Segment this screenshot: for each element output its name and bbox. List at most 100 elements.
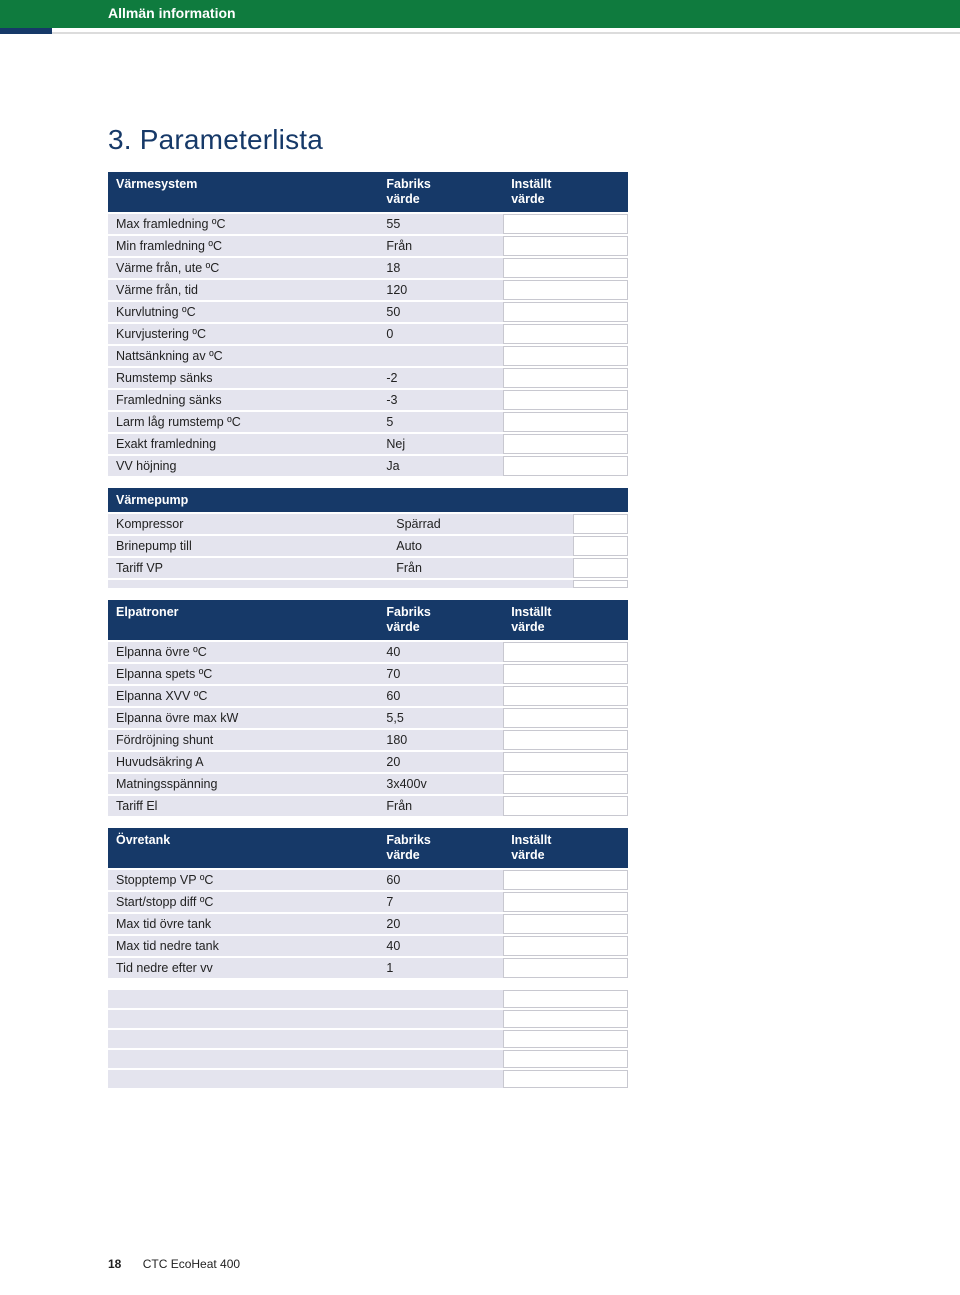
section-title: Värmesystem <box>108 172 378 212</box>
param-name: Värme från, tid <box>108 280 378 300</box>
param-name: Tariff El <box>108 796 378 816</box>
col-factory: Fabriksvärde <box>378 172 503 212</box>
factory-value: Ja <box>378 456 503 476</box>
parameter-tables: VärmesystemFabriksvärdeInställtvärdeMax … <box>108 170 700 980</box>
param-name: Start/stopp diff ºC <box>108 892 378 912</box>
set-value <box>503 774 628 794</box>
page-footer: 18 CTC EcoHeat 400 <box>108 1257 240 1271</box>
factory-value: 50 <box>378 302 503 322</box>
table-row: Matningsspänning3x400v <box>108 774 628 794</box>
set-value <box>503 752 628 772</box>
table-row: Nattsänkning av ºC <box>108 346 628 366</box>
page-heading: 3. Parameterlista <box>108 124 700 156</box>
param-name: Elpanna övre max kW <box>108 708 378 728</box>
param-name: Larm låg rumstemp ºC <box>108 412 378 432</box>
factory-value: 40 <box>378 642 503 662</box>
table-row: Elpanna övre ºC40 <box>108 642 628 662</box>
param-name: Tid nedre efter vv <box>108 958 378 978</box>
blank-table <box>108 988 628 1090</box>
set-value <box>573 558 628 578</box>
factory-value: Från <box>378 236 503 256</box>
param-name: Exakt framledning <box>108 434 378 454</box>
param-name: Min framledning ºC <box>108 236 378 256</box>
table-row: Stopptemp VP ºC60 <box>108 870 628 890</box>
factory-value: 40 <box>378 936 503 956</box>
banner-title: Allmän information <box>108 5 236 21</box>
set-value <box>503 686 628 706</box>
param-name: Max framledning ºC <box>108 214 378 234</box>
param-name: Fördröjning shunt <box>108 730 378 750</box>
factory-value: 120 <box>378 280 503 300</box>
factory-value: 20 <box>378 914 503 934</box>
section-title: Värmepump <box>108 488 388 512</box>
param-name: Max tid övre tank <box>108 914 378 934</box>
param-table: VärmesystemFabriksvärdeInställtvärdeMax … <box>108 170 628 478</box>
factory-value: -3 <box>378 390 503 410</box>
set-value <box>503 708 628 728</box>
table-row: Max tid övre tank20 <box>108 914 628 934</box>
param-name: VV höjning <box>108 456 378 476</box>
set-value <box>503 302 628 322</box>
set-value <box>503 456 628 476</box>
set-value <box>503 434 628 454</box>
param-name: Huvudsäkring A <box>108 752 378 772</box>
table-row: Tariff ElFrån <box>108 796 628 816</box>
factory-value: 180 <box>378 730 503 750</box>
param-name: Rumstemp sänks <box>108 368 378 388</box>
param-name: Tariff VP <box>108 558 388 578</box>
table-row: Elpanna spets ºC70 <box>108 664 628 684</box>
table-row: Tariff VPFrån <box>108 558 628 578</box>
factory-value: Nej <box>378 434 503 454</box>
table-row: Max framledning ºC55 <box>108 214 628 234</box>
param-name: Framledning sänks <box>108 390 378 410</box>
set-value <box>503 730 628 750</box>
factory-value: 1 <box>378 958 503 978</box>
table-row: KompressorSpärrad <box>108 514 628 534</box>
factory-value: 60 <box>378 870 503 890</box>
set-value <box>503 214 628 234</box>
table-row <box>108 580 628 588</box>
factory-value: -2 <box>378 368 503 388</box>
factory-value: 20 <box>378 752 503 772</box>
set-value <box>503 236 628 256</box>
banner-accent <box>0 28 960 34</box>
set-value <box>503 958 628 978</box>
table-row: Framledning sänks-3 <box>108 390 628 410</box>
param-name: Elpanna övre ºC <box>108 642 378 662</box>
table-row: VV höjningJa <box>108 456 628 476</box>
param-table: ÖvretankFabriksvärdeInställtvärdeStoppte… <box>108 826 628 980</box>
table-row <box>108 990 628 1008</box>
set-value <box>503 324 628 344</box>
set-value <box>573 514 628 534</box>
table-row: Kurvjustering ºC0 <box>108 324 628 344</box>
table-row: Max tid nedre tank40 <box>108 936 628 956</box>
param-name: Kurvlutning ºC <box>108 302 378 322</box>
set-value <box>503 870 628 890</box>
col-set: Inställtvärde <box>503 828 628 868</box>
top-banner: Allmän information <box>0 0 960 28</box>
table-row: Brinepump tillAuto <box>108 536 628 556</box>
factory-value: Spärrad <box>388 514 573 534</box>
table-row: Rumstemp sänks-2 <box>108 368 628 388</box>
table-row: Huvudsäkring A20 <box>108 752 628 772</box>
param-name: Nattsänkning av ºC <box>108 346 378 366</box>
page-content: 3. Parameterlista VärmesystemFabriksvärd… <box>0 34 700 1090</box>
col-factory: Fabriksvärde <box>378 600 503 640</box>
set-value <box>503 258 628 278</box>
factory-value: 18 <box>378 258 503 278</box>
table-row: Exakt framledningNej <box>108 434 628 454</box>
table-row: Värme från, ute ºC18 <box>108 258 628 278</box>
set-value <box>503 390 628 410</box>
param-name: Värme från, ute ºC <box>108 258 378 278</box>
factory-value: 3x400v <box>378 774 503 794</box>
set-value <box>503 936 628 956</box>
table-row: Start/stopp diff ºC7 <box>108 892 628 912</box>
set-value <box>503 914 628 934</box>
factory-value: 5,5 <box>378 708 503 728</box>
param-name <box>108 580 388 588</box>
set-value <box>573 580 628 588</box>
factory-value <box>378 346 503 366</box>
factory-value: Från <box>378 796 503 816</box>
factory-value: 55 <box>378 214 503 234</box>
section-title: Elpatroner <box>108 600 378 640</box>
